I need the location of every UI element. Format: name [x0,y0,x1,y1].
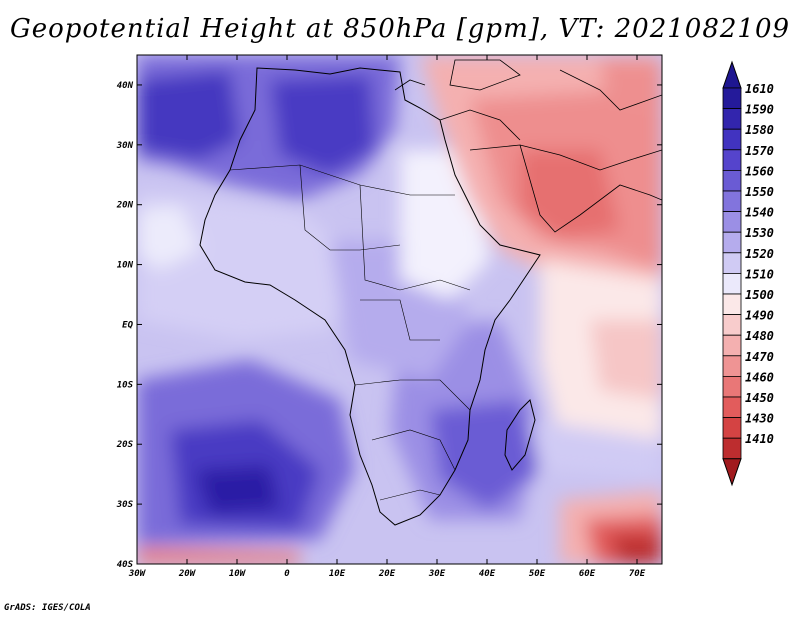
lat-tick-label: 30N [116,141,134,151]
colorbar-swatch [722,375,742,398]
lat-tick-label: EQ [122,320,133,330]
lon-tick-label: 30W [128,569,147,579]
colorbar: 1610 1590 1580 1570 1560 1550 1540 1530 1520 1510… [722,60,774,487]
colorbar-swatch [722,128,742,151]
lat-tick-label: 30S [116,500,134,510]
colorbar-swatch [722,396,742,419]
colorbar-swatch [722,149,742,171]
lon-tick-label: 70E [629,569,646,579]
lon-tick-label: 20W [178,569,197,579]
lon-tick-label: 0 [284,569,290,579]
lon-tick-label: 50E [529,569,546,579]
colorbar-label: 1450 [745,391,774,405]
map-title: Geopotential Height at 850hPa [gpm], VT:… [9,14,791,44]
colorbar-swatch [722,314,742,336]
colorbar-label: 1430 [745,412,774,426]
colorbar-label: 1560 [745,164,774,178]
colorbar-swatch [722,231,742,254]
colorbar-label: 1460 [745,370,774,384]
lon-tick-label: 10W [229,569,247,579]
lat-tick-label: 20S [116,440,134,450]
lon-tick-label: 60E [579,569,596,579]
lat-tick-label: 10S [117,380,134,390]
colorbar-label: 1470 [745,350,774,364]
colorbar-label: 1490 [745,309,774,323]
plot-frame [136,54,663,565]
lat-tick-label: 40N [117,81,134,91]
colorbar-label: 1480 [745,329,774,343]
lat-tick-label: 40S [117,560,134,570]
grads-credit: GrADS: IGES/COLA [4,603,91,613]
colorbar-label: 1610 [745,82,774,96]
colorbar-top-cap [722,60,742,89]
colorbar-swatch [722,169,742,192]
colorbar-label: 1580 [745,123,774,137]
lon-tick-label: 10E [329,569,346,579]
colorbar-label: 1510 [745,267,774,281]
lon-tick-label: 20E [378,569,396,579]
colorbar-label: 1540 [745,206,774,220]
colorbar-swatch [722,108,742,130]
colorbar-bottom-cap [722,458,742,487]
colorbar-label: 1500 [745,288,774,302]
colorbar-label: 1570 [745,144,774,158]
lat-tick-label: 20N [116,201,134,211]
colorbar-label: 1550 [745,185,774,199]
lon-tick-label: 30E [428,569,446,579]
colorbar-swatch [722,334,742,357]
colorbar-swatch [722,293,742,316]
colorbar-swatch [722,272,742,295]
height-field [137,55,662,564]
colorbar-swatch [722,437,742,460]
colorbar-swatch [722,190,742,213]
coastlines [199,59,662,526]
colorbar-label: 1530 [745,226,774,240]
colorbar-swatch [722,252,742,274]
lat-tick-label: 10N [117,261,134,271]
colorbar-swatch [722,355,742,377]
colorbar-label: 1520 [745,247,774,261]
colorbar-swatch [722,211,742,233]
colorbar-swatch [722,87,742,110]
colorbar-label: 1410 [745,432,774,446]
lon-tick-label: 40E [479,569,496,579]
colorbar-label: 1590 [745,103,774,117]
colorbar-swatch [722,417,742,439]
